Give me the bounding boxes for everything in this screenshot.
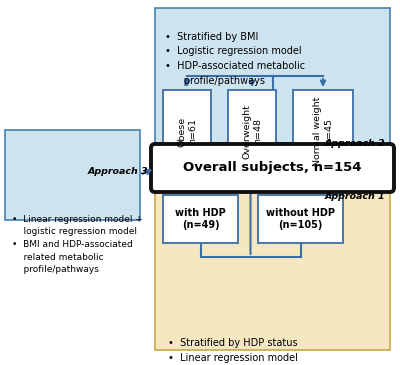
FancyBboxPatch shape xyxy=(155,175,390,350)
FancyBboxPatch shape xyxy=(5,130,140,220)
Text: Overall subjects, n=154: Overall subjects, n=154 xyxy=(183,161,362,174)
Text: •  Linear regression model +
    logistic regression model
•  BMI and HDP-associ: • Linear regression model + logistic reg… xyxy=(12,215,143,274)
FancyBboxPatch shape xyxy=(293,90,353,173)
Text: with HDP
(n=49): with HDP (n=49) xyxy=(175,208,226,230)
Text: •  Stratified by BMI
•  Logistic regression model
•  HDP-associated metabolic
  : • Stratified by BMI • Logistic regressio… xyxy=(165,32,305,86)
Text: Overweight
n=48: Overweight n=48 xyxy=(242,104,262,159)
Text: Obese
n=61: Obese n=61 xyxy=(177,116,197,147)
FancyBboxPatch shape xyxy=(163,195,238,243)
FancyBboxPatch shape xyxy=(163,90,211,173)
FancyBboxPatch shape xyxy=(228,90,276,173)
FancyBboxPatch shape xyxy=(151,144,394,192)
Text: Normal weight
n=45: Normal weight n=45 xyxy=(313,97,333,166)
Text: Approach 1: Approach 1 xyxy=(324,192,385,201)
FancyBboxPatch shape xyxy=(155,8,390,143)
FancyBboxPatch shape xyxy=(258,195,343,243)
Text: •  Stratified by HDP status
•  Linear regression model
•  BMI-associated metabol: • Stratified by HDP status • Linear regr… xyxy=(168,338,306,365)
Text: Approach 3: Approach 3 xyxy=(87,168,148,177)
Text: Approach 2: Approach 2 xyxy=(324,139,385,148)
Text: without HDP
(n=105): without HDP (n=105) xyxy=(266,208,335,230)
